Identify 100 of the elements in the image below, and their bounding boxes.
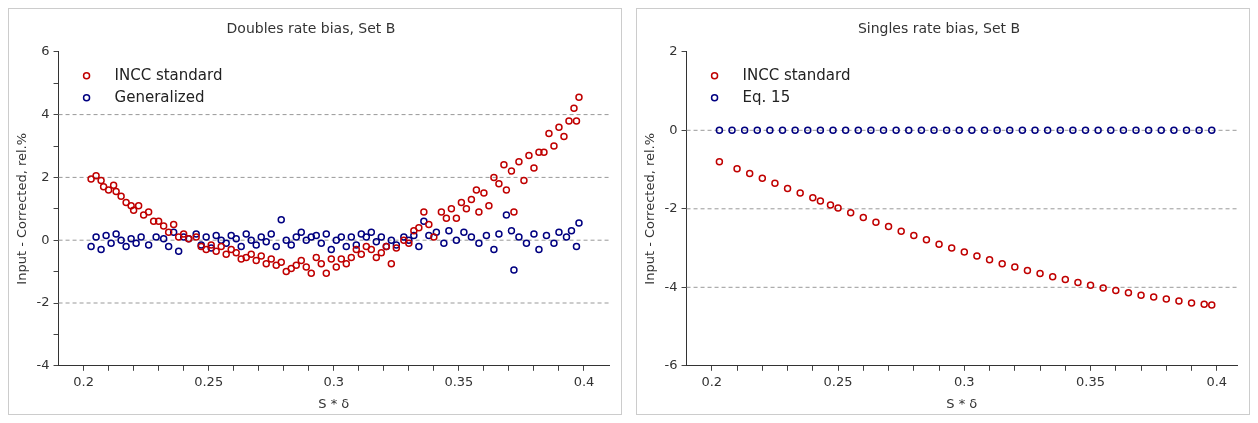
- x-tick-label: 0.35: [444, 373, 474, 389]
- point: [1187, 299, 1196, 307]
- point: [778, 126, 787, 135]
- legend-label: INCC standard: [742, 65, 851, 84]
- point: [884, 222, 893, 231]
- point: [1200, 300, 1208, 308]
- point: [1162, 295, 1171, 303]
- point: [935, 240, 943, 248]
- point: [804, 126, 812, 135]
- point: [1011, 263, 1019, 271]
- point: [1137, 291, 1145, 299]
- point: [1157, 126, 1165, 135]
- point: [1056, 126, 1064, 135]
- point: [846, 208, 855, 217]
- point: [733, 165, 741, 173]
- point: [809, 194, 817, 202]
- x-tick-label: 0.3: [953, 373, 975, 389]
- point: [1149, 293, 1158, 301]
- point: [745, 169, 754, 178]
- point: [753, 126, 762, 135]
- y-axis-title: Input - Corrected, rel.%: [14, 132, 30, 285]
- point: [826, 201, 835, 209]
- point: [796, 189, 804, 197]
- point: [955, 126, 964, 135]
- x-tick-label: 0.2: [73, 373, 94, 389]
- x-tick-label: 0.25: [823, 373, 853, 389]
- point: [715, 157, 724, 166]
- point: [1144, 126, 1153, 135]
- point: [829, 126, 837, 135]
- y-tick-label: -4: [36, 357, 50, 373]
- point: [968, 126, 976, 135]
- point: [816, 197, 825, 205]
- legend-label: Generalized: [114, 87, 205, 106]
- point: [766, 126, 774, 135]
- point: [872, 218, 880, 226]
- point: [1107, 126, 1115, 135]
- point: [942, 126, 951, 135]
- point: [1006, 126, 1014, 135]
- y-tick-label: -4: [664, 278, 678, 294]
- point: [867, 126, 875, 135]
- chart-title: Doubles rate bias, Set B: [226, 20, 396, 37]
- point: [973, 252, 981, 260]
- point: [1119, 126, 1128, 135]
- point: [841, 126, 850, 135]
- point: [1112, 286, 1120, 295]
- point: [905, 126, 913, 135]
- y-tick-label: -6: [664, 357, 678, 373]
- point: [1170, 126, 1178, 135]
- point: [947, 244, 956, 252]
- point: [985, 256, 994, 264]
- point: [1023, 266, 1032, 275]
- y-tick-label: -2: [36, 294, 50, 310]
- point: [1074, 278, 1082, 287]
- x-tick-label: 0.3: [323, 373, 345, 389]
- x-tick-label: 0.35: [1076, 373, 1106, 389]
- point: [1031, 126, 1039, 135]
- point: [791, 126, 799, 135]
- point: [910, 231, 918, 240]
- x-tick-label: 0.25: [194, 373, 224, 389]
- point: [1081, 126, 1090, 135]
- point: [783, 184, 792, 193]
- point: [771, 179, 779, 188]
- point: [740, 126, 749, 135]
- point: [1132, 126, 1140, 135]
- point: [1208, 301, 1216, 309]
- point: [897, 227, 905, 235]
- y-tick-label: 4: [41, 105, 50, 121]
- point: [1036, 269, 1044, 278]
- point: [1069, 126, 1077, 135]
- point: [1048, 272, 1057, 281]
- point: [892, 126, 900, 135]
- y-tick-label: 6: [41, 43, 50, 59]
- point: [758, 174, 767, 182]
- point: [1086, 281, 1095, 290]
- point: [922, 236, 931, 244]
- point: [854, 126, 863, 135]
- point: [1094, 126, 1102, 135]
- point: [1182, 126, 1191, 135]
- point: [1208, 126, 1216, 135]
- point: [879, 126, 888, 135]
- y-tick-label: -2: [664, 200, 678, 216]
- point: [960, 248, 969, 256]
- y-tick-label: 0: [669, 121, 678, 137]
- x-tick-label: 0.2: [701, 373, 723, 389]
- y-tick-label: 2: [41, 168, 50, 184]
- point: [715, 126, 724, 135]
- point: [998, 260, 1006, 268]
- point: [1099, 284, 1107, 292]
- point: [1195, 126, 1203, 135]
- point: [834, 204, 842, 212]
- point: [1124, 289, 1133, 297]
- x-tick-label: 0.4: [573, 373, 595, 389]
- point: [917, 126, 926, 135]
- y-axis-title: Input - Corrected, rel.%: [642, 132, 658, 285]
- chart-title: Singles rate bias, Set B: [857, 20, 1021, 37]
- x-tick-label: 0.4: [1206, 373, 1228, 389]
- point: [1175, 297, 1183, 305]
- point: [728, 126, 736, 135]
- point: [1043, 126, 1052, 135]
- legend-label: INCC standard: [114, 65, 223, 84]
